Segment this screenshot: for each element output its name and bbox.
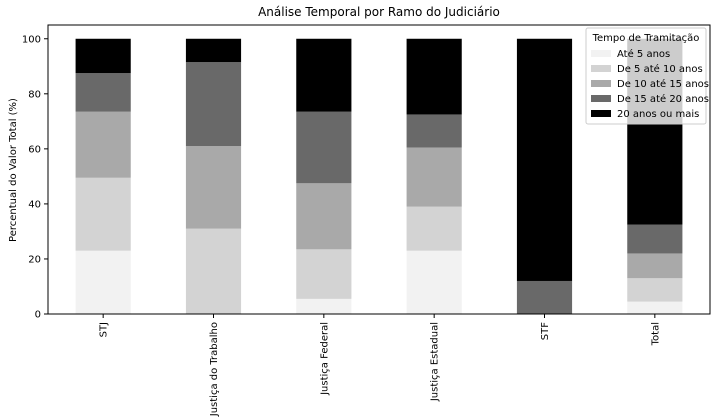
bar-segment <box>75 111 131 178</box>
y-tick-label: 20 <box>28 254 41 265</box>
bar-segment <box>627 301 683 314</box>
bar-segment <box>296 298 352 314</box>
bar-segment <box>406 147 462 207</box>
bar-segment <box>296 183 352 250</box>
bar-segment <box>516 38 573 281</box>
bar-segment <box>627 278 683 302</box>
legend-label: 20 anos ou mais <box>617 109 699 120</box>
plot-frame <box>47 24 711 315</box>
legend-label: Até 5 anos <box>617 48 670 60</box>
y-tick-label: 60 <box>28 144 41 155</box>
bar-segment <box>406 38 462 115</box>
bar-segment <box>296 111 352 184</box>
bar-segment <box>296 38 352 112</box>
legend-label: De 5 até 10 anos <box>617 63 703 75</box>
x-tick-label: Justiça Federal <box>319 322 330 396</box>
legend-title: Tempo de Tramitação <box>592 33 700 44</box>
bar-segment <box>75 73 131 112</box>
bar-segment <box>516 280 573 314</box>
legend-swatch <box>591 50 611 57</box>
y-tick-label: 40 <box>28 199 41 210</box>
y-tick-label: 100 <box>22 34 41 45</box>
x-tick-label: STF <box>540 322 551 340</box>
legend-box <box>585 27 707 125</box>
bar-segment <box>185 228 242 314</box>
bar-segment <box>406 114 462 148</box>
y-tick-label: 80 <box>28 89 41 100</box>
y-tick-label: 0 <box>35 310 41 321</box>
bar-segment <box>75 177 131 251</box>
bar-segment <box>627 224 683 254</box>
bar-segment <box>627 253 683 279</box>
bar-segment <box>185 146 242 229</box>
bar-segment <box>75 250 131 314</box>
bar-segment <box>406 206 462 251</box>
legend-swatch <box>591 110 611 117</box>
x-tick-label: Justiça Estadual <box>430 322 441 402</box>
legend-swatch <box>591 65 611 72</box>
bar-segment <box>406 250 462 314</box>
x-tick-label: STJ <box>99 322 110 337</box>
legend-swatch <box>591 95 611 102</box>
x-tick-label: Total <box>650 322 661 346</box>
chart-title: Análise Temporal por Ramo do Judiciário <box>258 5 500 19</box>
bar-segment <box>185 38 242 63</box>
bar-segment <box>296 249 352 299</box>
x-tick-label: Justiça do Trabalho <box>209 322 220 417</box>
legend-label: De 10 até 15 anos <box>617 78 709 90</box>
bar-segment <box>185 62 242 147</box>
legend-swatch <box>591 80 611 87</box>
legend-label: De 15 até 20 anos <box>617 93 709 105</box>
y-axis-label: Percentual do Valor Total (%) <box>8 98 19 242</box>
bar-segment <box>75 38 131 74</box>
